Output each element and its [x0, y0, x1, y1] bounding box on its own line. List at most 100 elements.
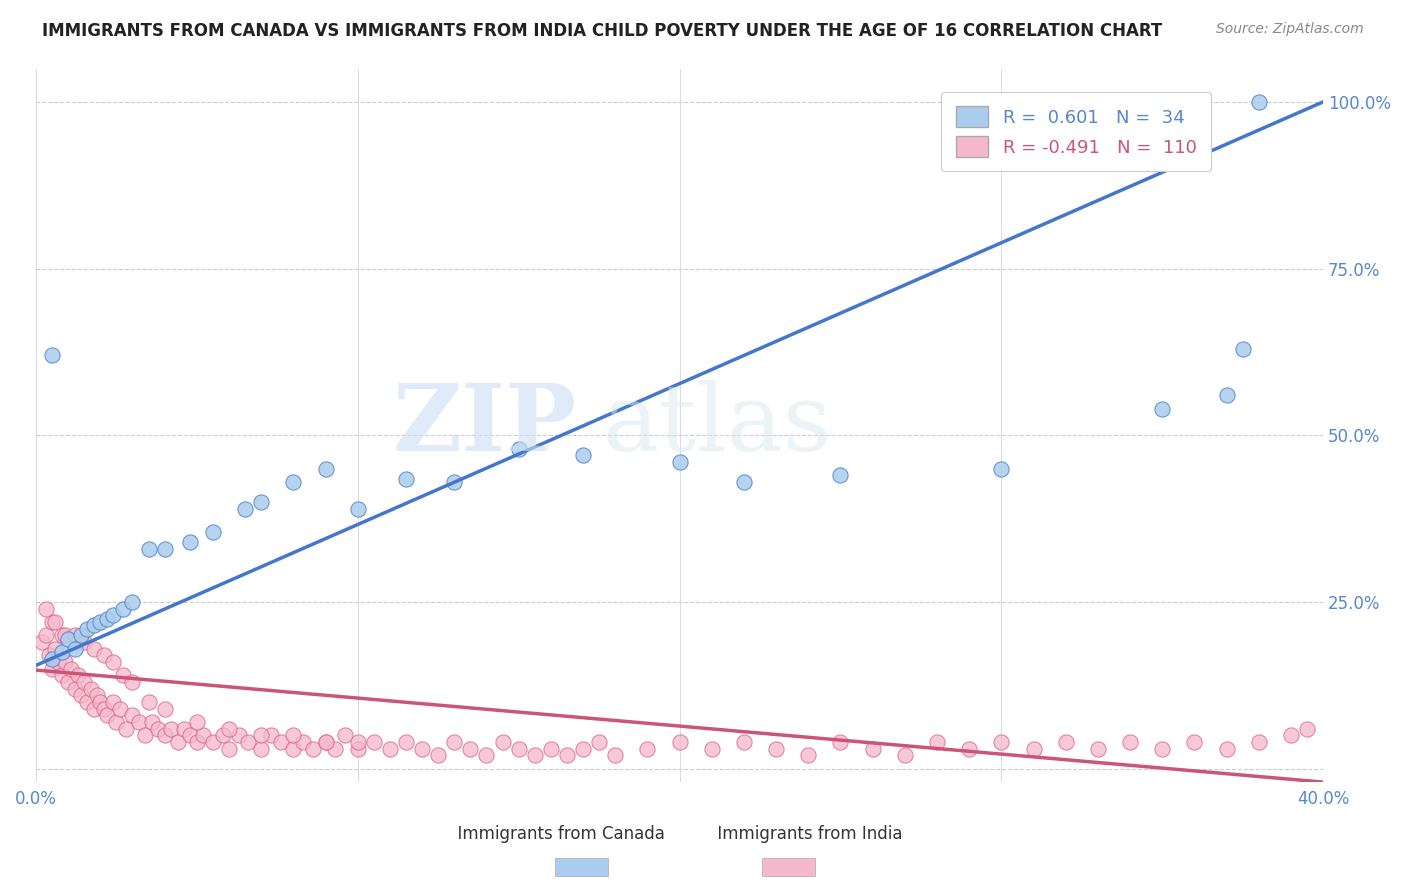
Text: atlas: atlas	[602, 380, 831, 470]
Point	[193, 728, 215, 742]
Point	[66, 668, 89, 682]
Point	[201, 524, 224, 539]
Text: IMMIGRANTS FROM CANADA VS IMMIGRANTS FROM INDIA CHILD POVERTY UNDER THE AGE OF 1: IMMIGRANTS FROM CANADA VS IMMIGRANTS FRO…	[42, 22, 1163, 40]
Point	[153, 728, 176, 742]
Point	[138, 541, 160, 556]
Point	[1054, 735, 1077, 749]
Point	[733, 735, 755, 749]
Point	[475, 748, 498, 763]
Point	[572, 448, 595, 462]
Point	[63, 641, 86, 656]
Point	[572, 741, 595, 756]
Point	[128, 715, 150, 730]
Point	[34, 628, 56, 642]
Point	[443, 735, 465, 749]
Point	[668, 735, 690, 749]
Point	[925, 735, 948, 749]
Point	[141, 715, 163, 730]
Point	[79, 681, 101, 696]
Text: Immigrants from Canada          Immigrants from India: Immigrants from Canada Immigrants from I…	[447, 825, 912, 843]
Point	[83, 702, 105, 716]
Legend: R =  0.601   N =  34, R = -0.491   N =  110: R = 0.601 N = 34, R = -0.491 N = 110	[942, 92, 1211, 171]
Point	[333, 728, 356, 742]
Point	[894, 748, 917, 763]
Point	[797, 748, 820, 763]
Point	[540, 741, 562, 756]
Point	[378, 741, 401, 756]
Point	[491, 735, 513, 749]
Point	[34, 601, 56, 615]
Point	[588, 735, 610, 749]
Text: ZIP: ZIP	[392, 380, 576, 470]
Point	[990, 735, 1012, 749]
Point	[138, 695, 160, 709]
Point	[1232, 342, 1254, 356]
Point	[508, 741, 530, 756]
Point	[427, 748, 450, 763]
Point	[111, 601, 134, 615]
Point	[233, 501, 256, 516]
Point	[238, 735, 260, 749]
Point	[1184, 735, 1206, 749]
Point	[411, 741, 433, 756]
Point	[173, 722, 195, 736]
Point	[111, 668, 134, 682]
Point	[228, 728, 250, 742]
Point	[179, 535, 201, 549]
Point	[41, 615, 63, 629]
Point	[134, 728, 156, 742]
Point	[1215, 741, 1237, 756]
Point	[166, 735, 188, 749]
Point	[460, 741, 482, 756]
Point	[31, 635, 53, 649]
Point	[346, 735, 368, 749]
Point	[101, 608, 124, 623]
Point	[76, 622, 98, 636]
Point	[63, 681, 86, 696]
Point	[96, 612, 118, 626]
Point	[153, 702, 176, 716]
Point	[1247, 95, 1270, 109]
Point	[89, 615, 111, 629]
Point	[765, 741, 787, 756]
Point	[51, 645, 73, 659]
Point	[73, 675, 96, 690]
Point	[93, 648, 115, 663]
Point	[292, 735, 315, 749]
Point	[56, 632, 79, 646]
Point	[1119, 735, 1142, 749]
Point	[283, 741, 305, 756]
Point	[1087, 741, 1109, 756]
Point	[76, 695, 98, 709]
Point	[108, 702, 131, 716]
Point	[250, 741, 273, 756]
Point	[93, 702, 115, 716]
Point	[41, 651, 63, 665]
Point	[115, 722, 138, 736]
Point	[51, 628, 73, 642]
Point	[83, 618, 105, 632]
Point	[283, 475, 305, 489]
Point	[555, 748, 578, 763]
Point	[1279, 728, 1302, 742]
Point	[733, 475, 755, 489]
Point	[41, 348, 63, 362]
Point	[179, 728, 201, 742]
Point	[395, 735, 418, 749]
Point	[186, 715, 208, 730]
Point	[636, 741, 658, 756]
Point	[862, 741, 884, 756]
Point	[86, 689, 108, 703]
Point	[53, 628, 76, 642]
Point	[211, 728, 233, 742]
Point	[83, 641, 105, 656]
Point	[990, 461, 1012, 475]
Point	[1296, 722, 1319, 736]
Point	[250, 728, 273, 742]
Point	[101, 695, 124, 709]
Point	[283, 728, 305, 742]
Point	[346, 741, 368, 756]
Point	[605, 748, 627, 763]
Point	[315, 735, 337, 749]
Point	[63, 628, 86, 642]
